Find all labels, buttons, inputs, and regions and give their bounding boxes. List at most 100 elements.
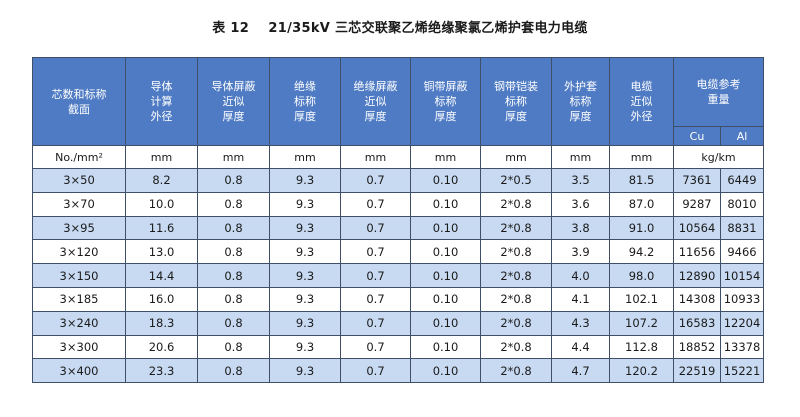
table-cell: 2*0.8: [480, 191, 552, 217]
table-cell: 2*0.8: [480, 239, 552, 265]
table-cell: 3.6: [551, 191, 610, 217]
table-cell: 0.10: [410, 239, 481, 265]
table-cell: 22519: [673, 358, 721, 384]
table-cell: 12204: [720, 310, 764, 336]
table-cell: 112.8: [609, 334, 674, 360]
table-cell: 2*0.8: [480, 286, 552, 312]
header-insulation-shield: 绝缘屏蔽 近似 厚度: [340, 57, 411, 146]
table-cell: 9.3: [269, 310, 341, 336]
table-cell: 2*0.8: [480, 263, 552, 288]
table-cell: 91.0: [609, 215, 674, 241]
table-cell: 0.7: [340, 310, 411, 336]
table-cell: 6449: [720, 168, 764, 193]
table-cell: 0.10: [410, 334, 481, 360]
table-cell: 0.8: [197, 334, 270, 360]
table-cell: 9.3: [269, 215, 341, 241]
table-cell: 2*0.8: [480, 334, 552, 360]
table-cell: 4.7: [551, 358, 610, 384]
table-cell: 9.3: [269, 191, 341, 217]
unit-cell: mm: [269, 145, 341, 169]
table-cell: 3×95: [32, 215, 126, 241]
header-core: 芯数和标称 截面: [32, 57, 126, 146]
table-cell: 0.8: [197, 239, 270, 265]
table-cell: 0.8: [197, 168, 270, 193]
table-cell: 0.7: [340, 191, 411, 217]
table-cell: 8010: [720, 191, 764, 217]
table-cell: 87.0: [609, 191, 674, 217]
table-cell: 14.4: [125, 263, 198, 288]
table-cell: 20.6: [125, 334, 198, 360]
units-row: No./mm² mm mm mm mm mm mm mm mm kg/km: [32, 145, 764, 169]
table-cell: 3.5: [551, 168, 610, 193]
table-cell: 18852: [673, 334, 721, 360]
unit-cell: mm: [551, 145, 610, 169]
table-cell: 0.7: [340, 239, 411, 265]
table-cell: 120.2: [609, 358, 674, 384]
table-cell: 3.9: [551, 239, 610, 265]
header-sheath: 外护套 标称 厚度: [551, 57, 610, 146]
header-cu: Cu: [673, 126, 721, 146]
table-cell: 0.10: [410, 263, 481, 288]
header-weight: 电缆参考 重量: [673, 57, 764, 127]
table-cell: 102.1: [609, 286, 674, 312]
table-cell: 11656: [673, 239, 721, 265]
table-cell: 0.8: [197, 215, 270, 241]
table-cell: 0.7: [340, 215, 411, 241]
header-al: Al: [720, 126, 764, 146]
unit-cell: mm: [609, 145, 674, 169]
table-row: 3×120 13.0 0.8 9.3 0.7 0.10 2*0.8 3.9 94.2 11656 9…: [32, 239, 764, 265]
table-row: 3×50 8.2 0.8 9.3 0.7 0.10 2*0.5 3.5 81.5 7361 6449: [32, 168, 764, 193]
table-cell: 9.3: [269, 358, 341, 384]
unit-cell: mm: [340, 145, 411, 169]
header-conductor-shield: 导体屏蔽 近似 厚度: [197, 57, 270, 146]
table-cell: 10154: [720, 263, 764, 288]
header-cable-od: 电缆 近似 外径: [609, 57, 674, 146]
table-cell: 7361: [673, 168, 721, 193]
table-cell: 3×70: [32, 191, 126, 217]
table-cell: 0.7: [340, 168, 411, 193]
table-cell: 4.1: [551, 286, 610, 312]
table-cell: 3×240: [32, 310, 126, 336]
table-cell: 9.3: [269, 286, 341, 312]
table-cell: 4.0: [551, 263, 610, 288]
table-cell: 2*0.8: [480, 358, 552, 384]
table-cell: 0.10: [410, 310, 481, 336]
table-row: 3×185 16.0 0.8 9.3 0.7 0.10 2*0.8 4.1 102.1 14308…: [32, 286, 764, 312]
table-cell: 2*0.8: [480, 215, 552, 241]
header-conductor-od: 导体 计算 外径: [125, 57, 198, 146]
table-cell: 3×50: [32, 168, 126, 193]
table-row: 3×300 20.6 0.8 9.3 0.7 0.10 2*0.8 4.4 112.8 18852…: [32, 334, 764, 360]
table-cell: 16.0: [125, 286, 198, 312]
table-cell: 0.8: [197, 358, 270, 384]
table-cell: 2*0.8: [480, 310, 552, 336]
table-cell: 3×185: [32, 286, 126, 312]
unit-cell: mm: [125, 145, 198, 169]
table-cell: 13.0: [125, 239, 198, 265]
table-cell: 9287: [673, 191, 721, 217]
header-copper-tape: 铜带屏蔽 标称 厚度: [410, 57, 481, 146]
table-cell: 3×150: [32, 263, 126, 288]
table-cell: 0.8: [197, 286, 270, 312]
table-row: 3×95 11.6 0.8 9.3 0.7 0.10 2*0.8 3.8 91.0 10564 88…: [32, 215, 764, 241]
table-cell: 94.2: [609, 239, 674, 265]
table-cell: 3.8: [551, 215, 610, 241]
table-cell: 4.4: [551, 334, 610, 360]
unit-cell: mm: [197, 145, 270, 169]
table-cell: 0.7: [340, 334, 411, 360]
table-cell: 12890: [673, 263, 721, 288]
table-cell: 0.8: [197, 191, 270, 217]
table-cell: 3×300: [32, 334, 126, 360]
table-cell: 13378: [720, 334, 764, 360]
table-cell: 0.8: [197, 310, 270, 336]
table-cell: 81.5: [609, 168, 674, 193]
table-cell: 0.10: [410, 286, 481, 312]
table-row: 3×150 14.4 0.8 9.3 0.7 0.10 2*0.8 4.0 98.0 12890 1…: [32, 263, 764, 288]
table-row: 3×240 18.3 0.8 9.3 0.7 0.10 2*0.8 4.3 107.2 16583…: [32, 310, 764, 336]
header-steel-tape: 钢带铠装 标称 厚度: [480, 57, 552, 146]
table-cell: 98.0: [609, 263, 674, 288]
table-cell: 10.0: [125, 191, 198, 217]
table-cell: 3×400: [32, 358, 126, 384]
table-cell: 0.10: [410, 168, 481, 193]
table-cell: 9.3: [269, 168, 341, 193]
table-cell: 23.3: [125, 358, 198, 384]
